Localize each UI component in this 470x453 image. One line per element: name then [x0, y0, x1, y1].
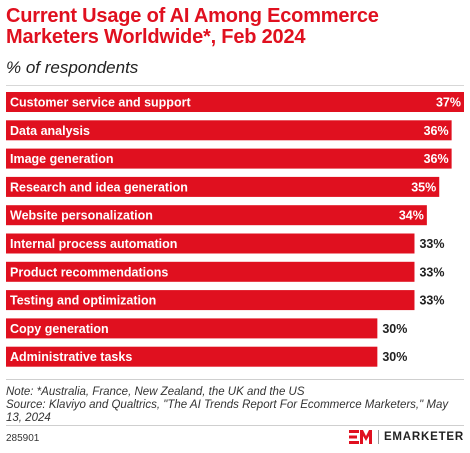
value-label-3: 35% [411, 180, 436, 194]
value-label-7: 33% [419, 294, 444, 308]
bar-7 [6, 290, 415, 311]
bar-9 [6, 346, 378, 367]
value-label-1: 36% [424, 124, 449, 138]
category-label-1: Data analysis [10, 124, 90, 138]
bar-5 [6, 233, 415, 254]
value-label-5: 33% [419, 237, 444, 251]
note-text: Note: *Australia, France, New Zealand, t… [6, 386, 305, 398]
value-label-6: 33% [419, 265, 444, 279]
value-label-0: 37% [436, 96, 461, 110]
chart-footnote: Note: *Australia, France, New Zealand, t… [6, 386, 466, 425]
category-label-7: Testing and optimization [10, 294, 156, 308]
category-label-8: Copy generation [10, 322, 109, 336]
brand-separator [377, 430, 379, 444]
bar-2 [6, 148, 452, 169]
category-label-4: Website personalization [10, 209, 153, 223]
value-label-9: 30% [382, 350, 407, 364]
value-label-8: 30% [382, 322, 407, 336]
brand-logo: EMARKETER [348, 429, 464, 445]
category-label-0: Customer service and support [10, 96, 191, 110]
source-text: Source: Klaviyo and Qualtrics, "The AI T… [6, 399, 449, 424]
category-label-2: Image generation [10, 152, 114, 166]
bottom-divider [6, 379, 464, 380]
chart-title: Current Usage of AI Among Ecommerce Mark… [6, 5, 379, 48]
chart-subtitle: % of respondents [6, 58, 139, 77]
bar-8 [6, 318, 378, 339]
category-label-9: Administrative tasks [10, 350, 132, 364]
footer-divider [6, 425, 464, 426]
bar-6 [6, 261, 415, 282]
value-label-4: 34% [399, 209, 424, 223]
category-label-5: Internal process automation [10, 237, 177, 251]
bar-1 [6, 120, 452, 141]
bar-4 [6, 205, 427, 226]
bar-0 [6, 92, 464, 112]
category-label-3: Research and idea generation [10, 180, 188, 194]
em-logo-icon [348, 430, 372, 444]
category-label-6: Product recommendations [10, 265, 168, 279]
value-label-2: 36% [424, 152, 449, 166]
bar-3 [6, 176, 440, 197]
brand-name: EMARKETER [383, 431, 464, 443]
chart-id: 285901 [6, 433, 40, 444]
top-divider [6, 85, 464, 86]
